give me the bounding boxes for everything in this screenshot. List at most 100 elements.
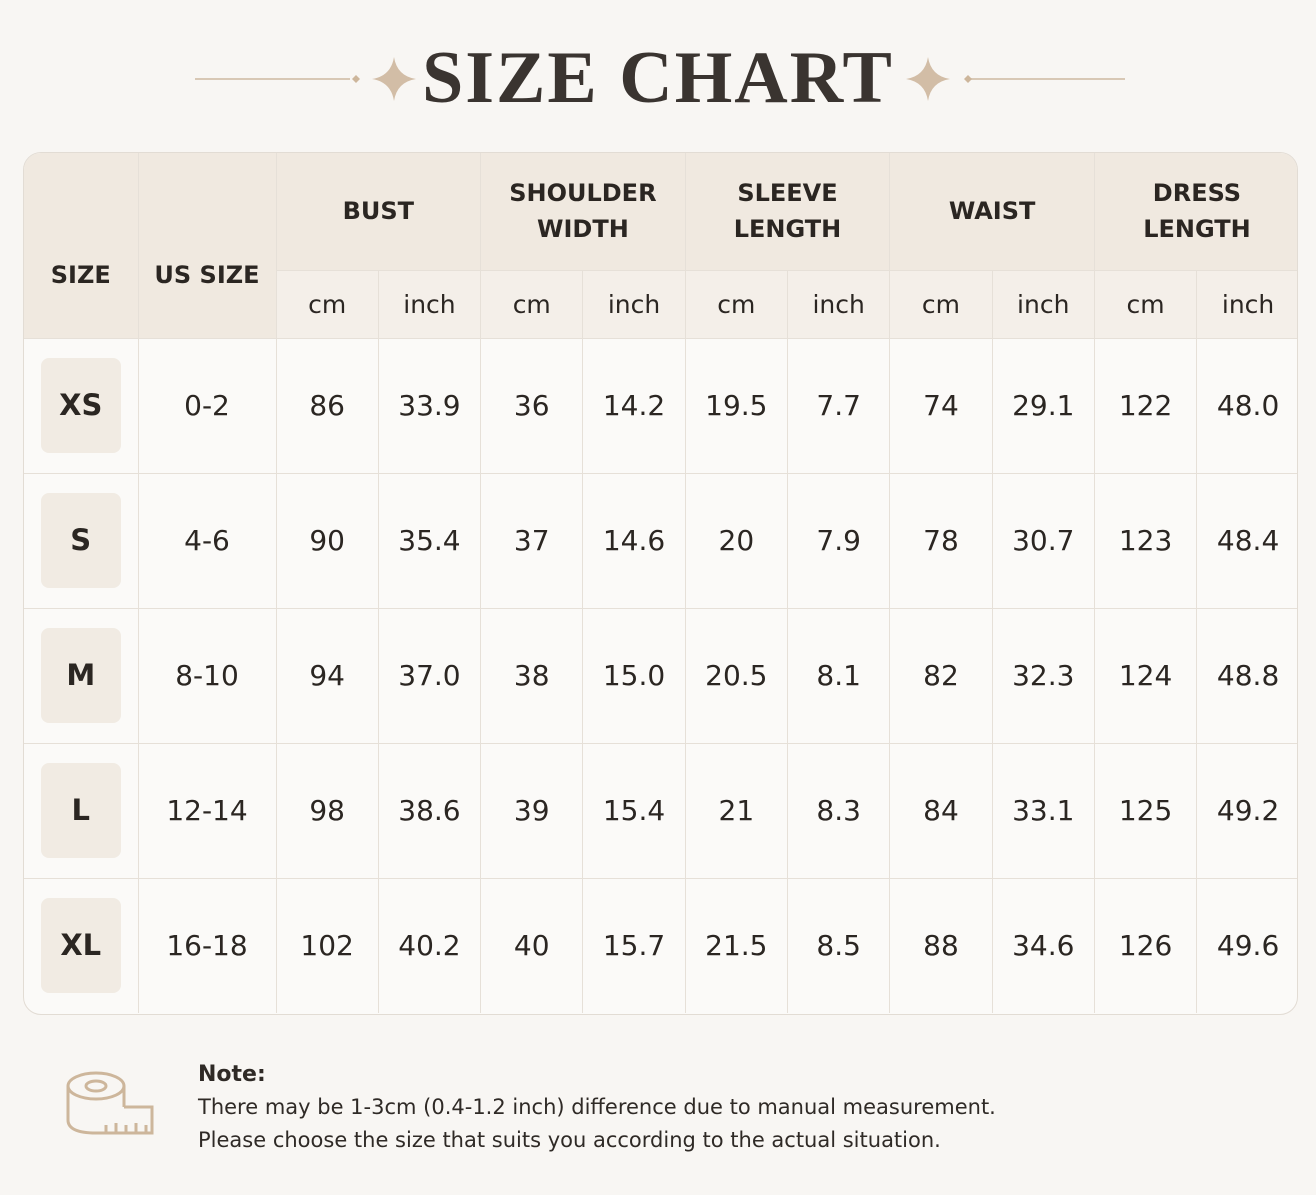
value-cell: 40.2 [377,877,482,1013]
value-cell: 20 [684,472,788,609]
value-cell: 14.2 [582,337,686,474]
unit-header: cm [480,269,584,339]
unit-row: cm inch cm inch cm inch cm inch cm inch [24,269,1297,339]
unit-header: inch [786,269,891,339]
value-cell: 84 [889,742,993,879]
size-cell: M [24,607,139,744]
value-cell: 34.6 [991,877,1095,1013]
measurement-header: SHOULDER WIDTH [480,153,686,271]
us-size-cell: 12-14 [137,742,277,879]
value-cell: 48.8 [1196,607,1297,744]
value-cell: 7.9 [786,472,891,609]
value-cell: 125 [1093,742,1198,879]
us-size-cell: 4-6 [137,472,277,609]
unit-header: cm [276,269,379,339]
size-label: XL [40,898,121,993]
unit-header: cm [1093,269,1198,339]
value-cell: 15.0 [582,607,686,744]
value-cell: 36 [480,337,584,474]
size-row: M 8-10 94 37.0 38 15.0 20.5 8.1 82 32.3 124 48.8 [24,607,1297,744]
measurement-header: BUST [275,153,482,271]
unit-header: cm [889,269,993,339]
us-size-cell: 16-18 [137,877,277,1013]
value-cell: 33.9 [377,337,482,474]
size-label: XS [40,358,121,453]
note-line: Please choose the size that suits you ac… [198,1128,941,1152]
value-cell: 122 [1093,337,1198,474]
header-row: SIZE US SIZE BUST SHOULDER WIDTH SLEEVE LENG… [24,153,1297,339]
value-cell: 8.3 [786,742,891,879]
value-cell: 39 [480,742,584,879]
size-row: XL 16-18 102 40.2 40 15.7 21.5 8.5 88 34.6 126 49.6 [24,877,1297,1013]
value-cell: 74 [889,337,993,474]
measurement-name: BUST [342,197,415,226]
unit-header: inch [991,269,1095,339]
us-size-cell: 8-10 [137,607,277,744]
value-cell: 86 [275,337,379,474]
value-cell: 48.0 [1196,337,1297,474]
value-cell: 8.1 [786,607,891,744]
tape-measure-icon [66,1071,154,1135]
title: SIZE CHART [422,37,894,119]
value-cell: 21.5 [684,877,788,1013]
value-cell: 94 [275,607,379,744]
value-cell: 20.5 [684,607,788,744]
value-cell: 82 [889,607,993,744]
size-label: L [40,763,121,858]
value-cell: 102 [275,877,379,1013]
measurement-name: SHOULDER WIDTH [509,179,657,244]
measurement-name: WAIST [948,197,1036,226]
value-cell: 98 [275,742,379,879]
value-cell: 32.3 [991,607,1095,744]
value-cell: 15.7 [582,877,686,1013]
value-cell: 37.0 [377,607,482,744]
note-line: There may be 1-3cm (0.4-1.2 inch) differ… [198,1095,996,1119]
measurement-name: DRESS LENGTH [1143,179,1251,244]
value-cell: 126 [1093,877,1198,1013]
size-row: S 4-6 90 35.4 37 14.6 20 7.9 78 30.7 123 48.4 [24,472,1297,609]
size-cell: S [24,472,139,609]
note-label: Note: [198,1062,266,1087]
value-cell: 8.5 [786,877,891,1013]
value-cell: 48.4 [1196,472,1297,609]
unit-header: inch [377,269,482,339]
title-decoration [195,57,1125,101]
size-cell: L [24,742,139,879]
measurement-header: WAIST [889,153,1095,271]
value-cell: 29.1 [991,337,1095,474]
value-cell: 88 [889,877,993,1013]
value-cell: 78 [889,472,993,609]
size-cell: XS [24,337,139,474]
unit-header: inch [1196,269,1297,339]
size-label: M [40,628,121,723]
measurement-header: SLEEVE LENGTH [684,153,891,271]
value-cell: 33.1 [991,742,1095,879]
measurement-name: SLEEVE LENGTH [733,179,842,244]
value-cell: 38.6 [377,742,482,879]
value-cell: 21 [684,742,788,879]
unit-header: cm [684,269,788,339]
unit-header: inch [582,269,686,339]
table: SIZE US SIZE BUST SHOULDER WIDTH SLEEVE LENG… [24,153,1297,1013]
value-cell: 35.4 [377,472,482,609]
value-cell: 15.4 [582,742,686,879]
value-cell: 123 [1093,472,1198,609]
size-label: S [40,493,121,588]
value-cell: 37 [480,472,584,609]
size-row: XS 0-2 86 33.9 36 14.2 19.5 7.7 74 29.1 122 48.0 [24,337,1297,474]
column-header: SIZE [24,153,139,339]
note: Note: There may be 1-3cm (0.4-1.2 inch) … [198,1058,996,1157]
value-cell: 30.7 [991,472,1095,609]
column-header: US SIZE [137,153,277,339]
value-cell: 49.6 [1196,877,1297,1013]
value-cell: 124 [1093,607,1198,744]
value-cell: 40 [480,877,584,1013]
value-cell: 7.7 [786,337,891,474]
size-cell: XL [24,877,139,1013]
us-size-cell: 0-2 [137,337,277,474]
value-cell: 90 [275,472,379,609]
size-row: L 12-14 98 38.6 39 15.4 21 8.3 84 33.1 125 49.2 [24,742,1297,879]
measurement-header: DRESS LENGTH [1093,153,1297,271]
value-cell: 19.5 [684,337,788,474]
